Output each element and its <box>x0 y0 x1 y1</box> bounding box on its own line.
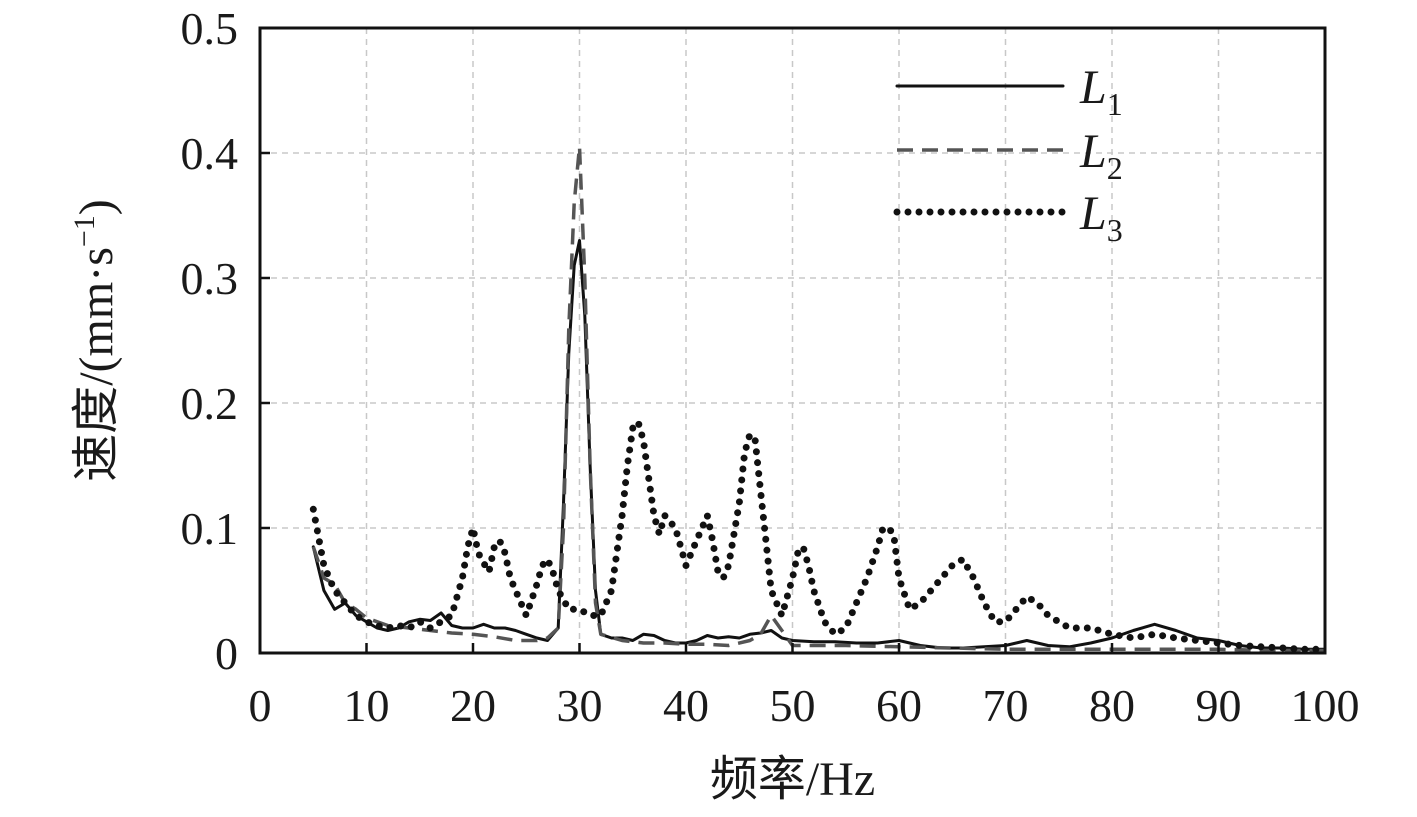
y-tick-label: 0.3 <box>181 253 239 304</box>
x-tick-label: 50 <box>770 680 816 731</box>
legend-label-l2: L2 <box>1079 125 1123 186</box>
grid <box>260 28 1325 653</box>
y-axis-title-main: 速度/(mm·s <box>70 247 123 482</box>
x-tick-label: 80 <box>1089 680 1135 731</box>
x-tick-label: 40 <box>663 680 709 731</box>
legend-label-l1: L1 <box>1079 61 1123 122</box>
series-line-l2 <box>311 144 1325 653</box>
x-tick-label: 100 <box>1291 680 1360 731</box>
y-axis-title: 速度/(mm·s−1) <box>68 199 123 482</box>
y-tick-label: 0.1 <box>181 503 239 554</box>
x-tick-label: 90 <box>1196 680 1242 731</box>
legend-label-main: L <box>1079 61 1107 114</box>
legend-label-subscript: 2 <box>1107 150 1123 186</box>
y-tick-label: 0.2 <box>181 378 239 429</box>
series-line-l1 <box>311 239 1327 651</box>
legend-label-main: L <box>1079 187 1107 240</box>
series-layer <box>309 144 1329 653</box>
y-tick-label: 0 <box>215 628 238 679</box>
legend-label-l3: L3 <box>1079 187 1123 248</box>
x-tick-label: 0 <box>249 680 272 731</box>
x-tick-label: 60 <box>876 680 922 731</box>
y-axis-title-superscript: −1 <box>68 215 101 247</box>
x-axis: 0 10 20 30 40 50 60 70 80 90 100 <box>249 643 1360 731</box>
x-tick-label: 10 <box>344 680 390 731</box>
x-tick-label: 30 <box>557 680 603 731</box>
legend-label-subscript: 3 <box>1107 212 1123 248</box>
x-tick-label: 70 <box>983 680 1029 731</box>
series-line-l3 <box>309 418 1329 653</box>
y-axis-title-close: ) <box>70 199 123 215</box>
y-tick-label: 0.5 <box>181 3 239 54</box>
x-tick-label: 20 <box>450 680 496 731</box>
x-axis-title: 频率/Hz <box>710 753 875 806</box>
y-axis: 0 0.1 0.2 0.3 0.4 0.5 <box>181 3 270 679</box>
legend-label-subscript: 1 <box>1107 86 1123 122</box>
y-tick-label: 0.4 <box>181 128 239 179</box>
legend-label-main: L <box>1079 125 1107 178</box>
